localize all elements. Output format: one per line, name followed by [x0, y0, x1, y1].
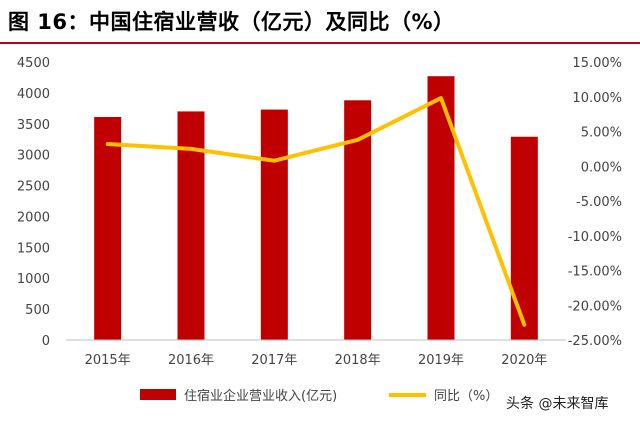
right-tick-label: -15.00%: [568, 265, 622, 280]
bar-series: [94, 76, 538, 341]
bar: [510, 136, 538, 340]
bar: [94, 116, 122, 340]
yoy-line: [105, 96, 527, 327]
right-tick-label: 5.00%: [581, 126, 622, 141]
left-tick-label: 3500: [17, 118, 50, 133]
legend-bar-label: 住宿业企业营业收入(亿元): [184, 388, 337, 404]
legend-line-label: 同比（%）: [434, 389, 498, 404]
title-bar: 图 16：中国住宿业营收（亿元）及同比（%）: [0, 0, 640, 44]
right-tick-label: -25.00%: [568, 334, 622, 349]
left-tick-label: 4000: [17, 87, 50, 102]
right-axis-ticks: -25.00% -20.00% -15.00% -10.00% -5.00% 0.00% 5…: [568, 56, 622, 349]
left-axis-ticks: 0 500 1000 1500 2000 2500 3000 3500 4000 4500: [17, 56, 50, 349]
legend-bar-swatch: [140, 389, 176, 400]
left-tick-label: 4500: [17, 56, 50, 71]
right-tick-label: -5.00%: [576, 195, 622, 210]
x-tick-label: 2019年: [418, 353, 464, 368]
left-tick-label: 0: [42, 334, 50, 349]
x-axis-ticks: 2015年 2016年 2017年 2018年 2019年 2020年: [85, 353, 548, 368]
right-tick-label: -10.00%: [568, 230, 622, 245]
x-tick-label: 2020年: [501, 353, 547, 368]
left-tick-label: 2000: [17, 210, 50, 225]
chart-title: 图 16：中国住宿业营收（亿元）及同比（%）: [8, 10, 455, 34]
legend: 住宿业企业营业收入(亿元) 同比（%）: [140, 388, 498, 404]
right-tick-label: 0.00%: [581, 160, 622, 175]
left-tick-label: 500: [25, 303, 50, 318]
x-tick-label: 2016年: [168, 353, 214, 368]
left-tick-label: 3000: [17, 149, 50, 164]
left-tick-label: 2500: [17, 180, 50, 195]
watermark: 头条 @未来智库: [506, 396, 609, 412]
left-tick-label: 1500: [17, 241, 50, 256]
right-tick-label: 15.00%: [572, 56, 622, 71]
x-tick-label: 2018年: [335, 353, 381, 368]
bar: [427, 76, 455, 340]
left-tick-label: 1000: [17, 272, 50, 287]
x-tick-label: 2015年: [85, 353, 131, 368]
bar: [260, 109, 288, 341]
x-tick-label: 2017年: [251, 353, 297, 368]
right-tick-label: -20.00%: [568, 299, 622, 314]
right-tick-label: 10.00%: [572, 91, 622, 106]
bar: [177, 111, 205, 340]
